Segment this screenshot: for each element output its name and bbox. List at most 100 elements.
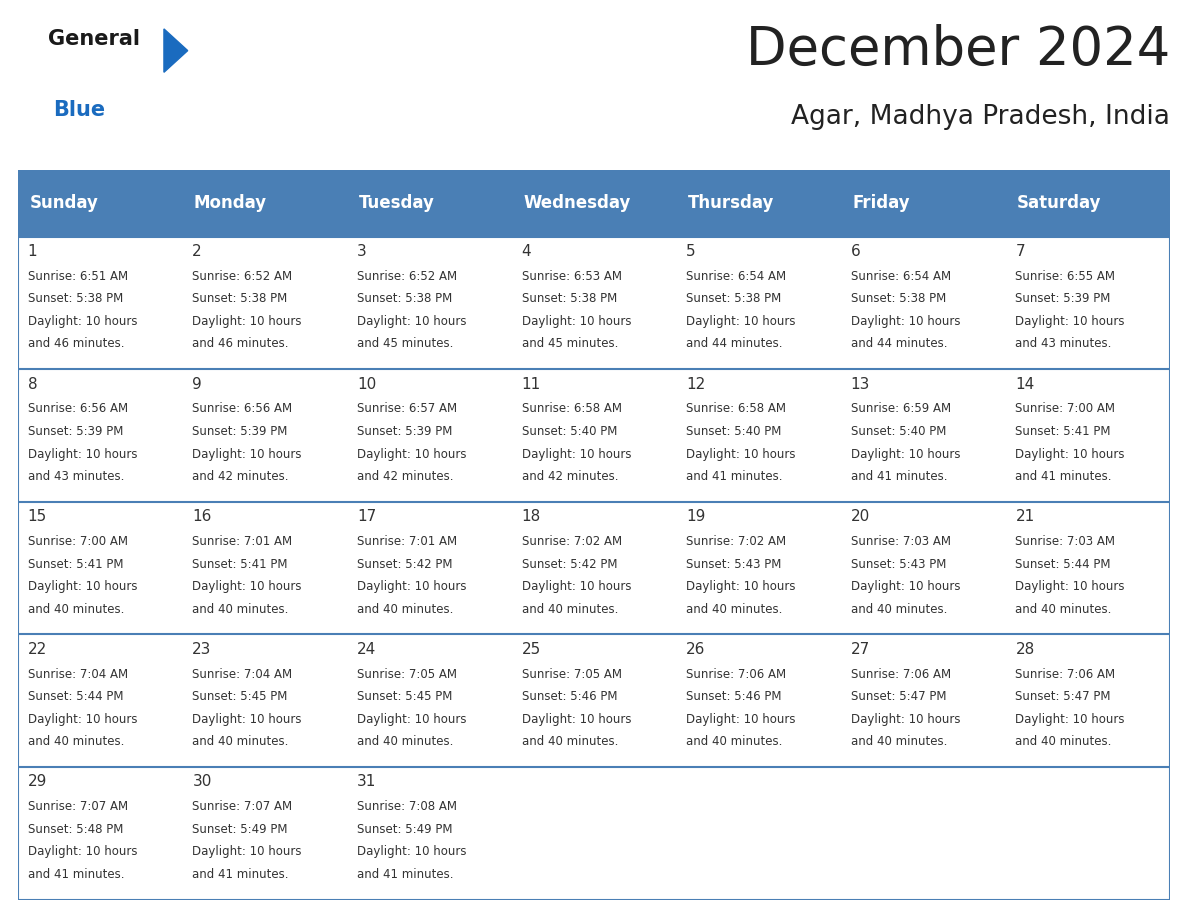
Text: Sunset: 5:48 PM: Sunset: 5:48 PM: [27, 823, 124, 835]
Bar: [347, 369, 512, 502]
Text: Daylight: 10 hours: Daylight: 10 hours: [27, 580, 137, 593]
Text: 16: 16: [192, 509, 211, 524]
Bar: [841, 767, 1005, 900]
Bar: [347, 170, 512, 237]
Bar: [347, 634, 512, 767]
Text: 3: 3: [356, 244, 367, 259]
Text: and 42 minutes.: and 42 minutes.: [356, 470, 454, 483]
Text: Sunrise: 6:54 AM: Sunrise: 6:54 AM: [687, 270, 786, 283]
Text: 21: 21: [1016, 509, 1035, 524]
Text: Daylight: 10 hours: Daylight: 10 hours: [192, 315, 302, 328]
Text: Sunset: 5:40 PM: Sunset: 5:40 PM: [522, 425, 617, 438]
Bar: [841, 170, 1005, 237]
Text: Sunset: 5:38 PM: Sunset: 5:38 PM: [687, 293, 782, 306]
Text: 4: 4: [522, 244, 531, 259]
Bar: [676, 170, 841, 237]
Text: 9: 9: [192, 376, 202, 392]
Text: Daylight: 10 hours: Daylight: 10 hours: [192, 448, 302, 461]
Text: Sunset: 5:49 PM: Sunset: 5:49 PM: [192, 823, 287, 835]
Bar: [676, 767, 841, 900]
Bar: [18, 634, 183, 767]
Text: Sunset: 5:42 PM: Sunset: 5:42 PM: [522, 557, 617, 571]
Text: Sunset: 5:38 PM: Sunset: 5:38 PM: [192, 293, 287, 306]
Bar: [841, 369, 1005, 502]
Text: and 41 minutes.: and 41 minutes.: [687, 470, 783, 483]
Text: Sunrise: 7:08 AM: Sunrise: 7:08 AM: [356, 800, 457, 813]
Text: Sunrise: 6:57 AM: Sunrise: 6:57 AM: [356, 402, 457, 416]
Text: and 40 minutes.: and 40 minutes.: [356, 602, 454, 616]
Text: Sunrise: 7:07 AM: Sunrise: 7:07 AM: [192, 800, 292, 813]
Text: Sunset: 5:41 PM: Sunset: 5:41 PM: [1016, 425, 1111, 438]
Text: and 41 minutes.: and 41 minutes.: [192, 868, 289, 880]
Text: Daylight: 10 hours: Daylight: 10 hours: [687, 580, 796, 593]
Text: Sunrise: 7:05 AM: Sunrise: 7:05 AM: [522, 667, 621, 680]
Text: Sunrise: 7:06 AM: Sunrise: 7:06 AM: [851, 667, 950, 680]
Text: Wednesday: Wednesday: [523, 195, 631, 212]
Text: 10: 10: [356, 376, 377, 392]
Text: Sunset: 5:47 PM: Sunset: 5:47 PM: [851, 690, 947, 703]
Bar: [841, 237, 1005, 369]
Text: Sunrise: 7:05 AM: Sunrise: 7:05 AM: [356, 667, 457, 680]
Text: 22: 22: [27, 642, 48, 656]
Text: and 44 minutes.: and 44 minutes.: [687, 338, 783, 351]
Text: Sunset: 5:39 PM: Sunset: 5:39 PM: [356, 425, 453, 438]
Text: Sunset: 5:42 PM: Sunset: 5:42 PM: [356, 557, 453, 571]
Bar: [512, 634, 676, 767]
Text: Sunrise: 6:55 AM: Sunrise: 6:55 AM: [1016, 270, 1116, 283]
Text: and 40 minutes.: and 40 minutes.: [192, 735, 289, 748]
Text: Daylight: 10 hours: Daylight: 10 hours: [27, 315, 137, 328]
Text: 2: 2: [192, 244, 202, 259]
Bar: [18, 170, 183, 237]
Bar: [18, 369, 183, 502]
Text: 7: 7: [1016, 244, 1025, 259]
Bar: [1005, 502, 1170, 634]
Text: Sunset: 5:45 PM: Sunset: 5:45 PM: [356, 690, 453, 703]
Bar: [1005, 634, 1170, 767]
Text: Sunrise: 6:58 AM: Sunrise: 6:58 AM: [522, 402, 621, 416]
Text: Daylight: 10 hours: Daylight: 10 hours: [27, 712, 137, 726]
Text: and 41 minutes.: and 41 minutes.: [1016, 470, 1112, 483]
Text: Daylight: 10 hours: Daylight: 10 hours: [1016, 580, 1125, 593]
Text: and 44 minutes.: and 44 minutes.: [851, 338, 947, 351]
Text: Blue: Blue: [53, 99, 106, 119]
Text: Sunset: 5:45 PM: Sunset: 5:45 PM: [192, 690, 287, 703]
Text: Sunset: 5:44 PM: Sunset: 5:44 PM: [1016, 557, 1111, 571]
Bar: [347, 767, 512, 900]
Bar: [18, 237, 183, 369]
Text: Sunrise: 6:52 AM: Sunrise: 6:52 AM: [192, 270, 292, 283]
Text: and 40 minutes.: and 40 minutes.: [356, 735, 454, 748]
Text: and 40 minutes.: and 40 minutes.: [687, 602, 783, 616]
Text: Sunset: 5:46 PM: Sunset: 5:46 PM: [522, 690, 617, 703]
Bar: [512, 369, 676, 502]
Bar: [512, 767, 676, 900]
Text: Daylight: 10 hours: Daylight: 10 hours: [851, 580, 960, 593]
Text: and 43 minutes.: and 43 minutes.: [27, 470, 124, 483]
Text: Daylight: 10 hours: Daylight: 10 hours: [356, 712, 467, 726]
Text: Daylight: 10 hours: Daylight: 10 hours: [522, 712, 631, 726]
Text: Sunset: 5:38 PM: Sunset: 5:38 PM: [851, 293, 946, 306]
Text: Daylight: 10 hours: Daylight: 10 hours: [522, 580, 631, 593]
Text: and 40 minutes.: and 40 minutes.: [522, 602, 618, 616]
Text: Monday: Monday: [194, 195, 267, 212]
Text: 8: 8: [27, 376, 37, 392]
Text: Daylight: 10 hours: Daylight: 10 hours: [687, 448, 796, 461]
Text: Sunrise: 7:04 AM: Sunrise: 7:04 AM: [27, 667, 128, 680]
Text: Sunrise: 7:06 AM: Sunrise: 7:06 AM: [1016, 667, 1116, 680]
Bar: [183, 502, 347, 634]
Text: General: General: [48, 28, 139, 49]
Text: Sunset: 5:44 PM: Sunset: 5:44 PM: [27, 690, 124, 703]
Text: Sunrise: 6:54 AM: Sunrise: 6:54 AM: [851, 270, 950, 283]
Text: Sunset: 5:41 PM: Sunset: 5:41 PM: [192, 557, 287, 571]
Text: Daylight: 10 hours: Daylight: 10 hours: [1016, 448, 1125, 461]
Text: Sunrise: 7:01 AM: Sunrise: 7:01 AM: [192, 535, 292, 548]
Bar: [347, 237, 512, 369]
Text: Sunset: 5:43 PM: Sunset: 5:43 PM: [851, 557, 946, 571]
Text: Agar, Madhya Pradesh, India: Agar, Madhya Pradesh, India: [791, 105, 1170, 130]
Text: 12: 12: [687, 376, 706, 392]
Text: Sunrise: 6:58 AM: Sunrise: 6:58 AM: [687, 402, 786, 416]
Text: 18: 18: [522, 509, 541, 524]
Text: Daylight: 10 hours: Daylight: 10 hours: [522, 315, 631, 328]
Text: and 40 minutes.: and 40 minutes.: [27, 735, 124, 748]
Text: Sunset: 5:49 PM: Sunset: 5:49 PM: [356, 823, 453, 835]
Text: Sunrise: 7:02 AM: Sunrise: 7:02 AM: [687, 535, 786, 548]
